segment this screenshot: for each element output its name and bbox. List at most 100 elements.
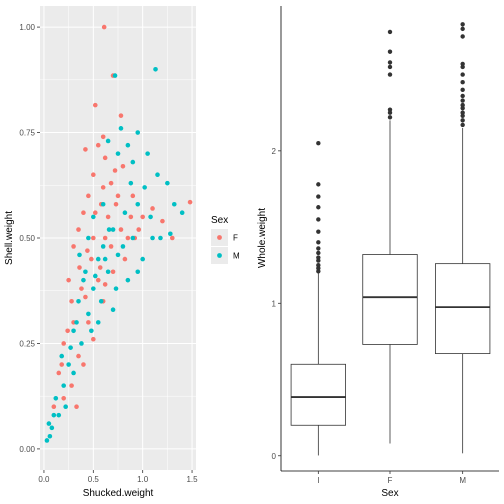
scatter-point-m — [179, 210, 185, 215]
box-plot-x-axis-title: Sex — [381, 488, 398, 499]
scatter-point-m — [86, 311, 91, 317]
scatter-point-f — [100, 185, 106, 190]
box-outlier-m — [460, 72, 465, 77]
scatter-point-m — [155, 172, 160, 178]
scatter-point-m — [105, 269, 111, 275]
scatter-point-f — [120, 163, 126, 169]
scatter-point-m — [98, 298, 104, 304]
scatter-point-f — [140, 214, 145, 220]
box-outlier-f — [387, 107, 393, 112]
scatter-x-tick-label: 0.0 — [38, 475, 50, 484]
box-outlier-i — [316, 141, 321, 146]
scatter-point-f — [118, 113, 124, 118]
scatter-point-f — [102, 235, 108, 241]
box-outlier-m — [460, 22, 465, 27]
box-outlier-m — [460, 110, 465, 115]
scatter-point-f — [76, 227, 81, 232]
scatter-point-f — [83, 147, 88, 152]
box-outlier-i — [316, 217, 321, 222]
scatter-point-f — [102, 155, 108, 161]
box-outlier-m — [460, 26, 465, 32]
scatter-x-axis: 0.0 0.5 1.0 1.5 — [38, 470, 198, 484]
scatter-point-f — [150, 206, 155, 211]
scatter-points — [44, 24, 193, 443]
box-outlier-f — [387, 64, 393, 70]
scatter-point-m — [158, 235, 163, 241]
scatter-point-f — [108, 180, 114, 186]
box-m — [435, 263, 491, 355]
scatter-point-m — [100, 244, 106, 249]
scatter-point-m — [51, 412, 57, 418]
scatter-point-m — [148, 214, 153, 220]
box-outlier-m — [460, 113, 465, 118]
scatter-point-m — [46, 421, 52, 426]
scatter-point-m — [79, 341, 84, 346]
scatter-point-m — [53, 395, 59, 401]
box-outlier-f — [387, 72, 393, 77]
scatter-point-f — [77, 265, 82, 270]
scatter-point-m — [110, 307, 116, 313]
box-outlier-m — [460, 118, 465, 123]
scatter-point-m — [49, 425, 55, 431]
scatter-point-f — [79, 286, 84, 291]
box-outlier-i — [316, 246, 321, 251]
box-x-tick-label: F — [388, 476, 393, 485]
scatter-point-m — [135, 130, 141, 135]
scatter-point-f — [86, 320, 91, 325]
scatter-point-m — [113, 286, 119, 291]
scatter-point-f — [83, 294, 88, 300]
scatter-point-m — [56, 412, 62, 418]
scatter-point-m — [61, 383, 66, 388]
scatter-point-f — [125, 235, 131, 241]
scatter-point-f — [187, 199, 193, 205]
scatter-point-f — [102, 282, 108, 287]
scatter-point-m — [125, 142, 131, 148]
box-plot: 0 1 2 I F M Sex Whole.weight — [257, 6, 499, 499]
scatter-point-m — [91, 214, 96, 220]
scatter-point-f — [92, 210, 98, 215]
scatter-y-axis: 0.00 0.25 0.50 0.75 1.00 — [19, 23, 40, 454]
scatter-point-f — [136, 227, 142, 232]
box-outlier-i — [316, 255, 321, 260]
scatter-point-m — [71, 328, 76, 334]
scatter-x-tick-label: 1.5 — [186, 475, 198, 484]
scatter-point-m — [95, 256, 101, 262]
box-outlier-f — [387, 49, 393, 54]
box-outlier-i — [316, 262, 321, 268]
scatter-point-f — [81, 210, 86, 215]
scatter-point-m — [130, 235, 136, 241]
scatter-point-f — [118, 227, 124, 232]
box-f — [362, 254, 418, 345]
box-outlier-f — [387, 115, 393, 120]
legend-label-m: M — [233, 252, 240, 261]
box-outlier-f — [387, 110, 393, 115]
scatter-point-f — [66, 277, 71, 283]
scatter-point-m — [63, 404, 68, 410]
scatter-point-f — [170, 235, 175, 241]
scatter-point-m — [122, 210, 128, 215]
scatter-point-m — [115, 252, 121, 258]
scatter-point-m — [83, 269, 88, 275]
scatter-point-m — [81, 277, 86, 283]
scatter-point-f — [122, 256, 128, 262]
scatter-point-f — [76, 353, 81, 359]
scatter-point-f — [89, 256, 94, 262]
box-outlier-i — [316, 240, 321, 245]
scatter-point-f — [115, 193, 121, 199]
scatter-point-f — [59, 362, 65, 367]
scatter-point-f — [61, 395, 66, 401]
box-y-tick-label: 1 — [272, 299, 277, 308]
box-outlier-m — [460, 87, 465, 93]
box-x-tick-label: I — [317, 476, 319, 485]
box-outlier-i — [316, 182, 321, 187]
box-outlier-m — [460, 34, 465, 39]
scatter-point-f — [69, 298, 74, 304]
scatter-y-tick-label: 0.25 — [19, 339, 35, 348]
scatter-point-f — [81, 362, 86, 367]
scatter-x-axis-title: Shucked.weight — [83, 488, 154, 499]
scatter-point-m — [47, 433, 53, 439]
scatter-point-f — [128, 214, 134, 220]
scatter-point-m — [120, 244, 126, 249]
box-outlier-m — [460, 64, 465, 70]
